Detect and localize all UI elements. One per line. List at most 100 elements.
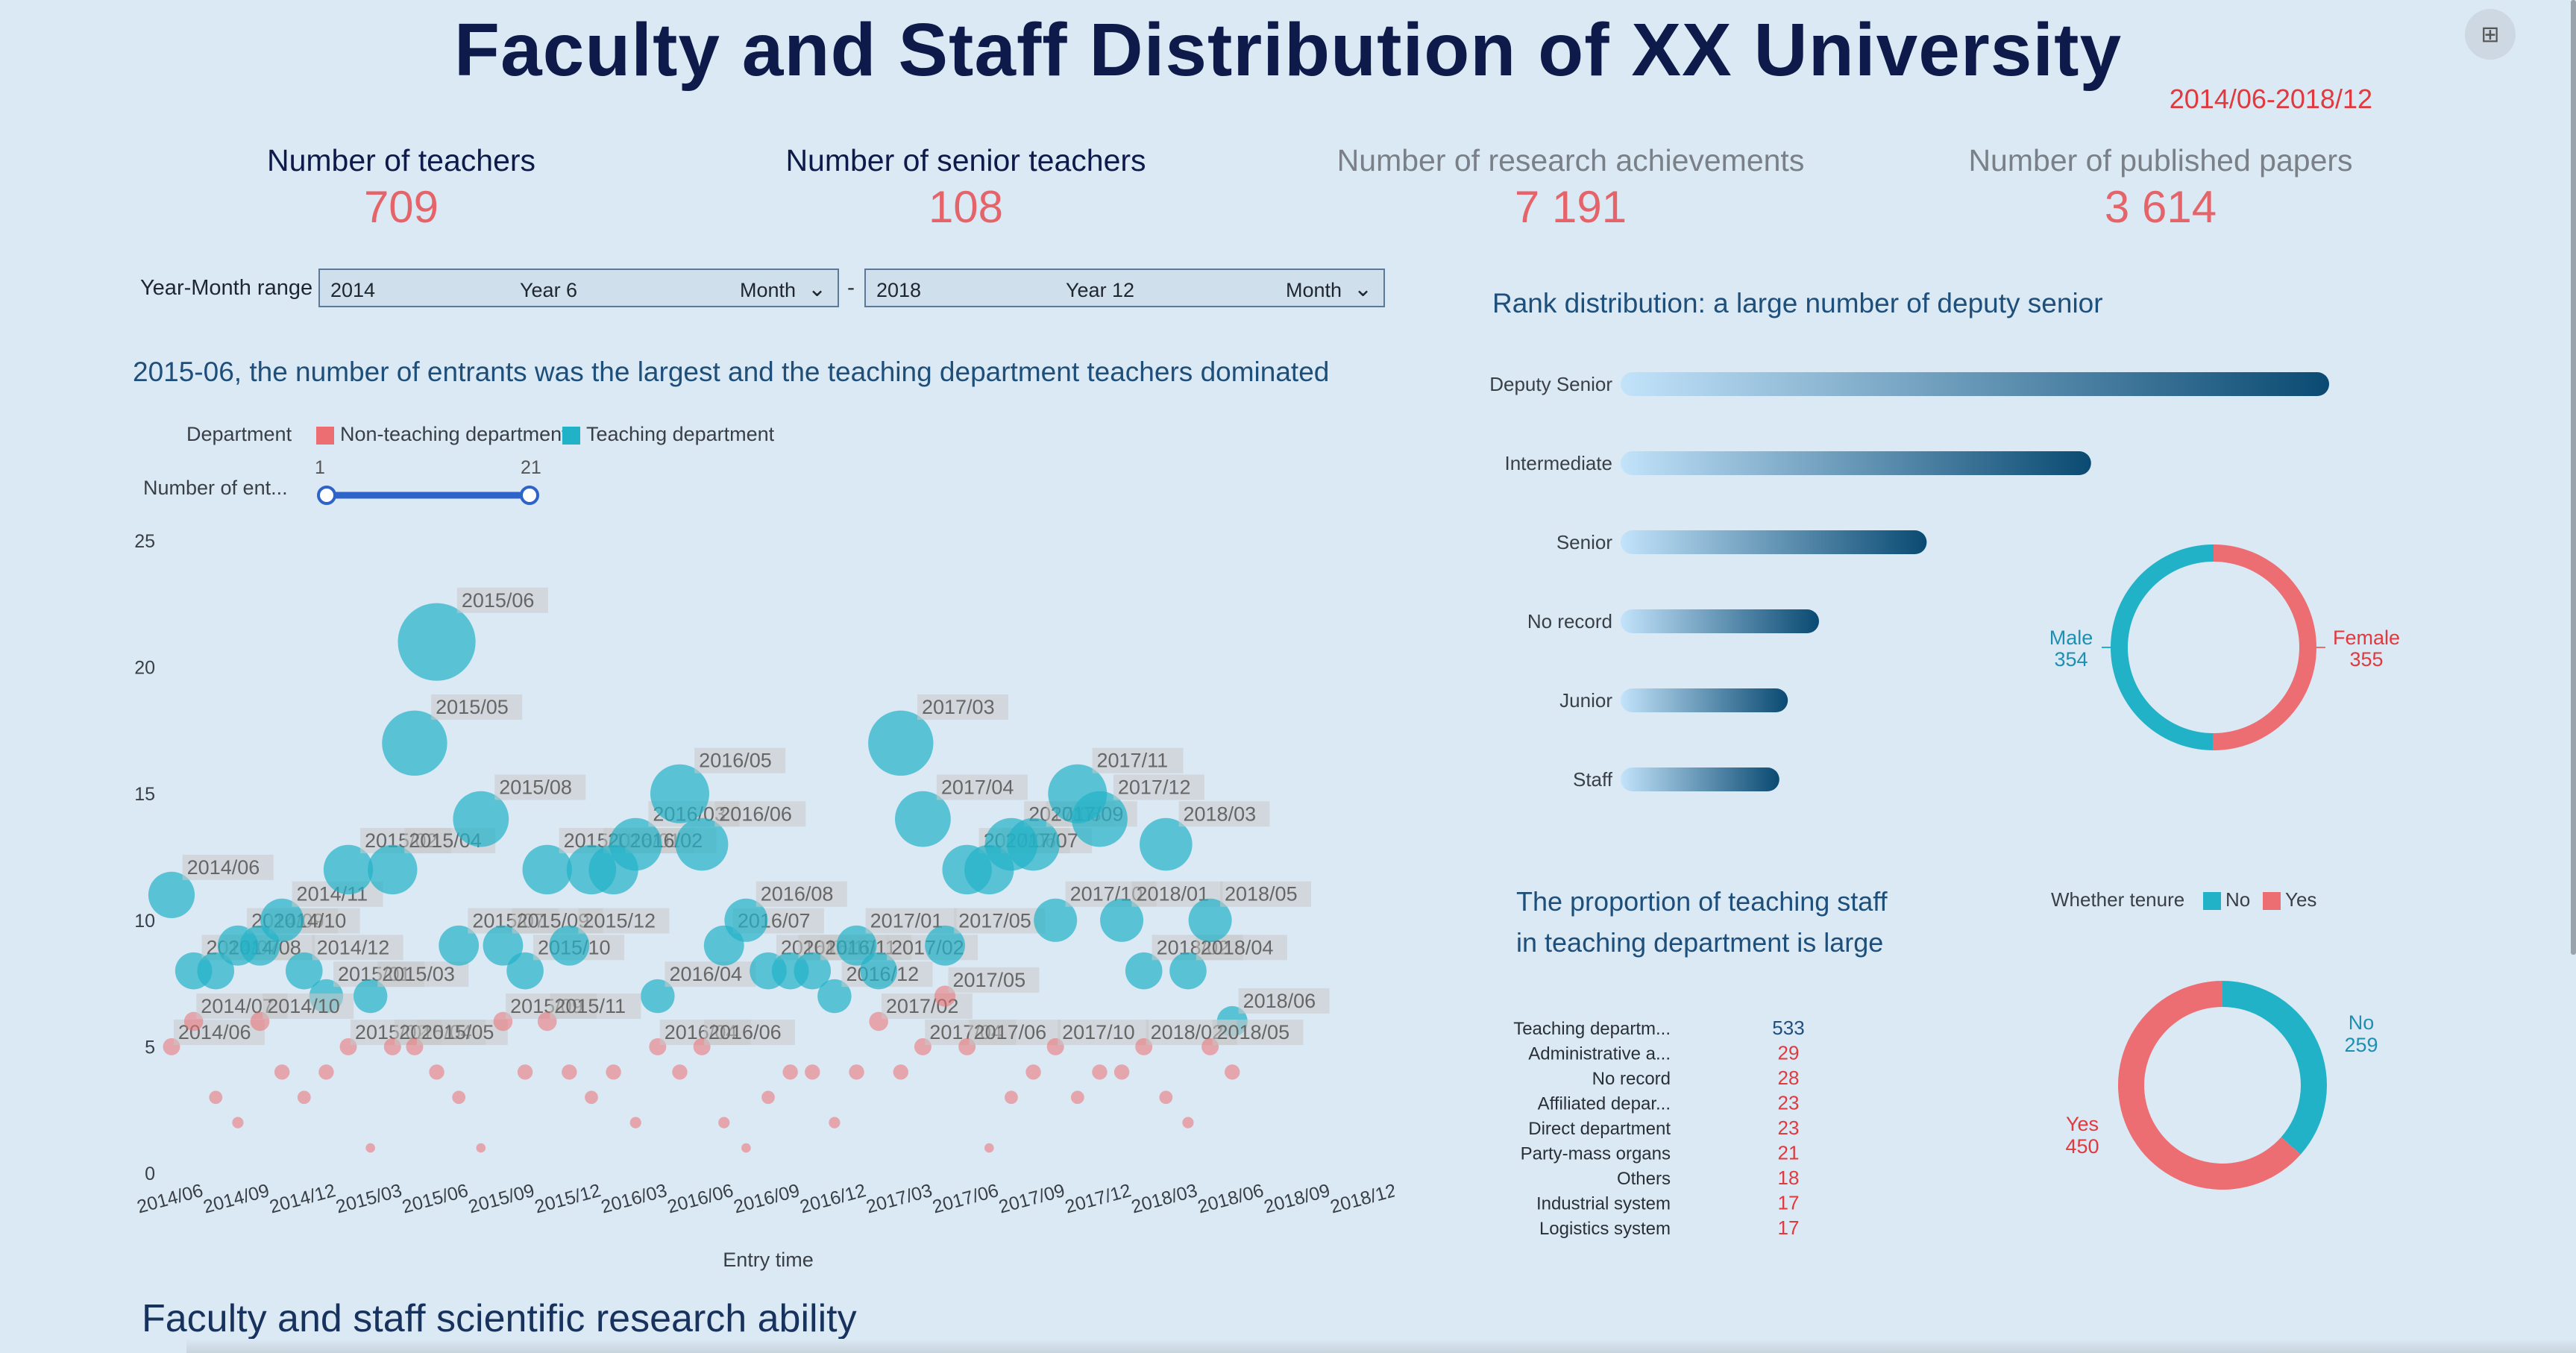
point-label: 2014/12 bbox=[317, 936, 390, 958]
bar-category-label: Deputy Senior bbox=[1489, 373, 1612, 395]
start-date-picker[interactable]: 2014 Year 6 Month ⌄ bbox=[318, 269, 839, 307]
legend-swatch bbox=[2203, 892, 2221, 910]
rank-bar bbox=[1621, 767, 1779, 791]
donut-value: 355 bbox=[2349, 648, 2383, 671]
point-label: 2017/04 bbox=[941, 776, 1014, 798]
data-point bbox=[724, 898, 768, 942]
data-point bbox=[925, 925, 965, 966]
y-tick-label: 25 bbox=[134, 531, 155, 552]
donut-slice bbox=[2213, 544, 2316, 750]
legend-title: Whether tenure bbox=[2051, 888, 2184, 911]
data-point bbox=[609, 817, 662, 871]
y-tick-label: 5 bbox=[145, 1037, 155, 1058]
point-label-bg bbox=[578, 908, 670, 934]
chevron-down-icon[interactable]: ⌄ bbox=[808, 277, 827, 301]
kpi-label: Number of published papers bbox=[1968, 143, 2353, 178]
x-tick-label: 2017/12 bbox=[1063, 1180, 1134, 1217]
point-label-bg bbox=[694, 747, 786, 773]
table-row-name: Logistics system bbox=[1539, 1219, 1671, 1239]
donut-label: Yes bbox=[2066, 1113, 2099, 1135]
chevron-down-icon[interactable]: ⌄ bbox=[1354, 277, 1373, 301]
legend-label: Non-teaching department bbox=[340, 423, 568, 445]
data-point bbox=[453, 791, 509, 847]
table-row-name: Others bbox=[1617, 1169, 1671, 1189]
data-point bbox=[641, 979, 675, 1014]
x-tick-label: 2015/03 bbox=[333, 1180, 404, 1217]
x-tick-label: 2016/12 bbox=[798, 1180, 869, 1217]
point-label: 2017/11 bbox=[1097, 750, 1169, 772]
data-point bbox=[323, 844, 374, 895]
data-point bbox=[398, 603, 476, 681]
x-tick-label: 2018/03 bbox=[1129, 1180, 1200, 1217]
point-label-bg bbox=[1092, 747, 1184, 773]
point-label-bg bbox=[263, 993, 354, 1019]
point-label-bg bbox=[704, 1020, 796, 1046]
x-tick-label: 2018/12 bbox=[1328, 1180, 1395, 1217]
point-label-bg bbox=[1178, 801, 1270, 827]
end-date-picker[interactable]: 2018 Year 12 Month ⌄ bbox=[864, 269, 1385, 307]
table-row-value: 23 bbox=[1778, 1117, 1800, 1139]
point-label: 2018/06 bbox=[1243, 990, 1316, 1012]
data-point bbox=[817, 979, 852, 1014]
legend-swatch bbox=[2263, 892, 2281, 910]
data-point bbox=[476, 1143, 486, 1153]
data-point bbox=[439, 925, 480, 966]
x-tick-label: 2015/06 bbox=[400, 1180, 471, 1217]
point-label: 2018/05 bbox=[1216, 1021, 1289, 1043]
point-label: 2016/06 bbox=[709, 1021, 782, 1043]
point-label-bg bbox=[456, 587, 548, 613]
rank-chart-title: Rank distribution: a large number of dep… bbox=[1492, 288, 2103, 318]
data-point bbox=[562, 1064, 577, 1080]
point-label-bg bbox=[494, 774, 586, 800]
legend-label: Yes bbox=[2285, 888, 2316, 911]
x-tick-label: 2016/03 bbox=[599, 1180, 670, 1217]
legend-label: No bbox=[2225, 888, 2250, 911]
rank-bar bbox=[1621, 609, 1819, 633]
data-point bbox=[1070, 1090, 1084, 1105]
data-point bbox=[260, 898, 304, 942]
point-label: 2015/05 bbox=[436, 696, 509, 718]
table-row-name: Teaching departm... bbox=[1513, 1019, 1671, 1039]
point-label: 2015/05 bbox=[421, 1021, 494, 1043]
visual-map-max: 21 bbox=[521, 457, 541, 478]
point-label-bg bbox=[665, 961, 756, 988]
data-point bbox=[232, 1117, 244, 1128]
data-point bbox=[629, 1117, 641, 1128]
x-tick-label: 2017/09 bbox=[996, 1180, 1067, 1217]
point-label-bg bbox=[881, 993, 973, 1019]
data-point bbox=[297, 1090, 311, 1105]
fullscreen-icon[interactable]: ⊞ bbox=[2465, 9, 2516, 60]
scatter-chart-title: 2015-06, the number of entrants was the … bbox=[133, 357, 1330, 387]
entry-time-scatter-chart[interactable]: Department Non-teaching department Teachin… bbox=[112, 418, 1395, 1275]
end-month-value: 12 bbox=[1112, 279, 1135, 301]
point-label: 2015/08 bbox=[499, 776, 572, 798]
proportion-chart-title: The proportion of teaching staff in teac… bbox=[1516, 886, 1888, 958]
data-point bbox=[606, 1064, 621, 1080]
x-tick-label: 2014/12 bbox=[267, 1180, 338, 1217]
bar-category-label: Intermediate bbox=[1504, 452, 1612, 474]
start-year-unit: Year bbox=[520, 279, 561, 301]
kpi-label: Number of research achievements bbox=[1336, 143, 1805, 178]
point-label: 2017/12 bbox=[1118, 776, 1191, 798]
point-label-bg bbox=[954, 908, 1046, 934]
data-point bbox=[1034, 898, 1078, 942]
point-label-bg bbox=[550, 993, 641, 1019]
point-label: 2014/06 bbox=[187, 856, 260, 879]
rank-distribution-bar-chart[interactable]: Deputy Senior Intermediate Senior No record… bbox=[1477, 351, 2372, 813]
point-label-bg bbox=[1113, 774, 1204, 800]
scrollbar[interactable] bbox=[2571, 0, 2576, 955]
data-point bbox=[1225, 1064, 1240, 1080]
data-point bbox=[522, 844, 572, 895]
point-label-bg bbox=[416, 1020, 508, 1046]
start-month-value: 6 bbox=[566, 279, 578, 301]
point-label-bg bbox=[1219, 881, 1311, 907]
donut-slice bbox=[2222, 981, 2327, 1155]
data-point bbox=[1188, 898, 1232, 942]
point-label: 2016/04 bbox=[669, 963, 742, 985]
table-row-name: Party-mass organs bbox=[1521, 1144, 1671, 1164]
data-point bbox=[849, 1064, 864, 1080]
point-label-bg bbox=[714, 801, 806, 827]
data-point bbox=[368, 844, 418, 895]
